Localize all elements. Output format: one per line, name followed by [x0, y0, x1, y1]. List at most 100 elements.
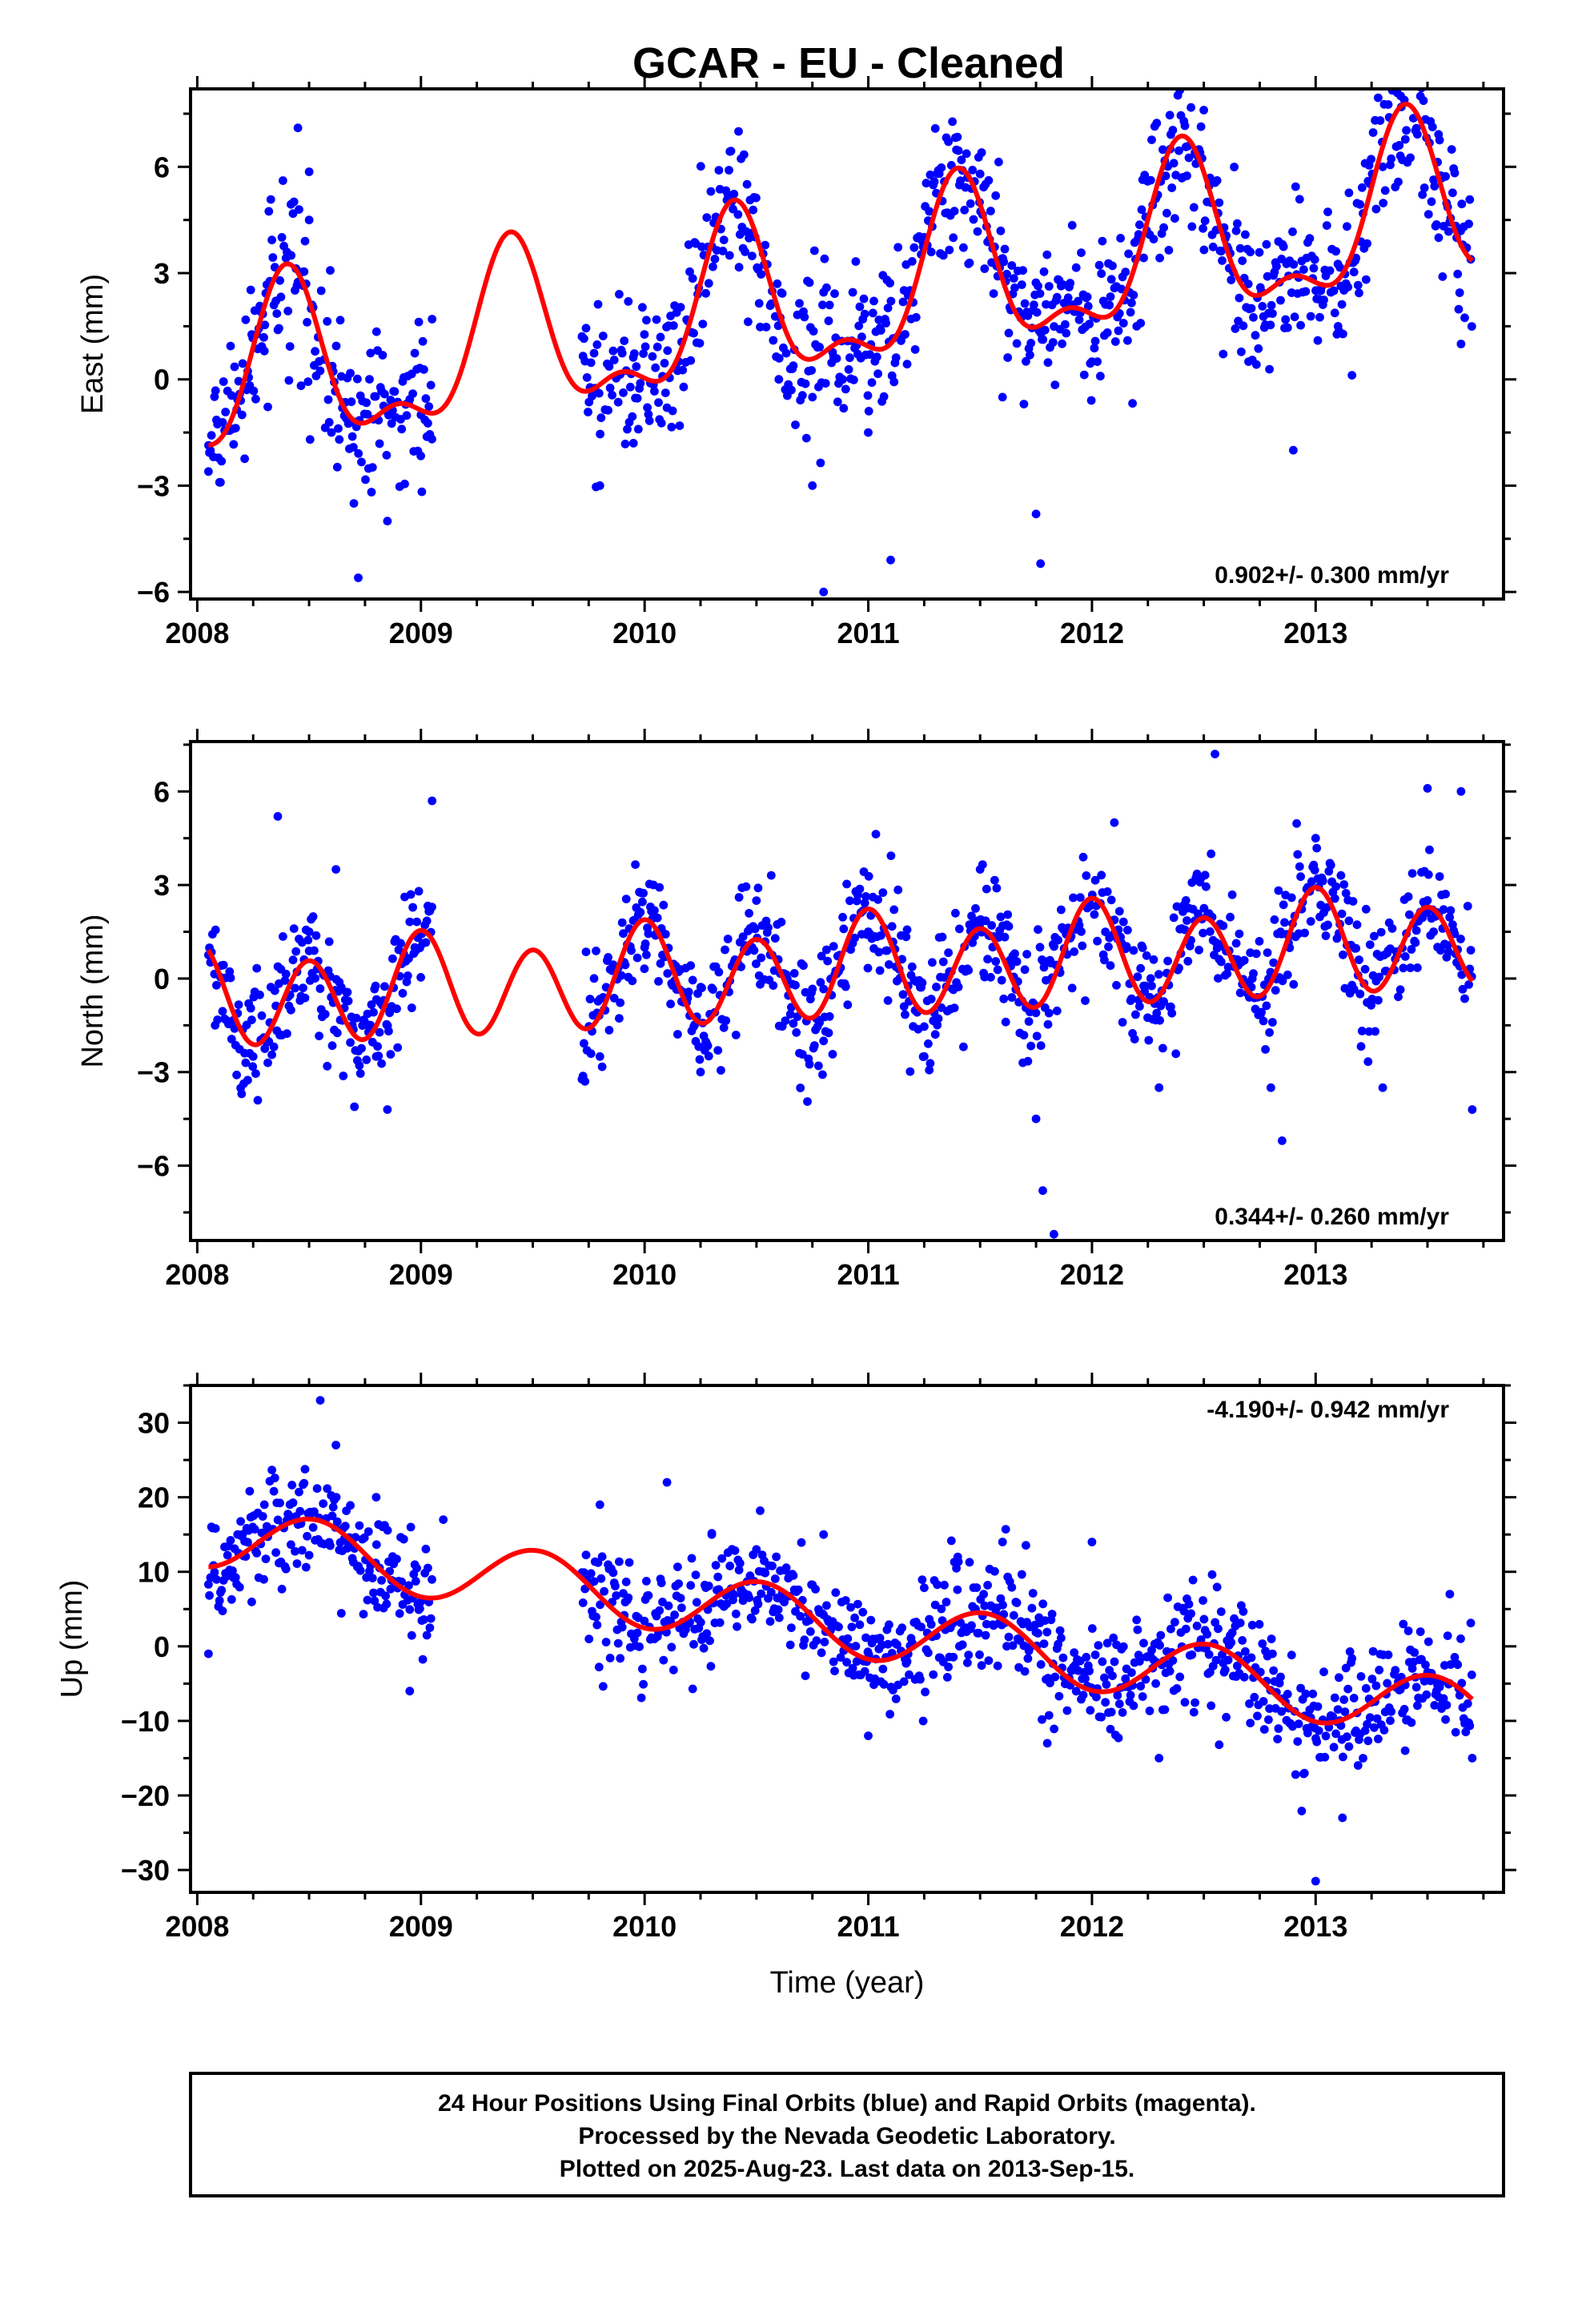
data-point: [977, 148, 986, 157]
data-point: [1251, 331, 1260, 340]
data-point: [1292, 818, 1301, 828]
data-point: [1403, 892, 1413, 902]
data-point: [1399, 1619, 1408, 1629]
data-point: [1127, 994, 1136, 1003]
data-point: [354, 573, 363, 582]
data-point: [1259, 1725, 1269, 1734]
data-point: [1181, 1624, 1191, 1634]
data-point: [399, 1534, 408, 1544]
data-point: [868, 308, 877, 318]
data-point: [1303, 1728, 1312, 1738]
data-point: [1168, 126, 1178, 135]
data-point: [930, 177, 939, 187]
data-point: [1375, 972, 1384, 982]
data-point: [975, 1650, 984, 1659]
data-point: [952, 1563, 961, 1573]
data-point: [1057, 1634, 1066, 1642]
data-point: [1144, 1035, 1154, 1045]
data-point: [1339, 1752, 1347, 1762]
data-point: [343, 987, 352, 997]
data-point: [818, 1070, 827, 1080]
data-point: [761, 323, 771, 332]
data-point: [999, 257, 1009, 267]
data-point: [1127, 1668, 1136, 1678]
data-point: [1301, 287, 1311, 296]
data-point: [986, 972, 995, 982]
data-point: [1405, 910, 1414, 919]
data-point: [983, 955, 992, 964]
data-point: [323, 395, 333, 404]
data-point: [207, 431, 216, 440]
data-point: [805, 1627, 815, 1636]
data-point: [999, 994, 1009, 1003]
data-point: [1104, 942, 1113, 951]
data-point: [1165, 1667, 1174, 1676]
data-point: [1191, 1698, 1199, 1707]
data-point: [210, 1567, 219, 1577]
data-point: [300, 236, 310, 246]
data-point: [1082, 1652, 1091, 1662]
data-point: [1035, 289, 1045, 298]
data-point: [642, 950, 651, 959]
data-point: [287, 1005, 295, 1015]
data-point: [616, 971, 626, 980]
data-point: [615, 1014, 624, 1023]
data-point: [1394, 992, 1403, 1002]
data-point: [1052, 1006, 1062, 1015]
data-point: [713, 1572, 723, 1582]
data-point: [831, 1588, 841, 1598]
data-point: [600, 1586, 608, 1596]
data-point: [386, 396, 396, 404]
data-point: [1380, 186, 1390, 195]
data-point: [1081, 996, 1090, 1005]
data-point: [219, 377, 228, 386]
data-point: [816, 978, 825, 987]
data-point: [938, 957, 948, 967]
data-point: [1118, 917, 1128, 927]
data-point: [398, 988, 408, 998]
data-point: [893, 885, 903, 895]
data-point: [998, 392, 1007, 402]
data-point: [1255, 937, 1264, 946]
data-point: [967, 911, 976, 921]
data-point: [757, 953, 766, 963]
data-point: [328, 1502, 338, 1512]
data-point: [1247, 1620, 1257, 1630]
data-point: [296, 381, 306, 391]
data-point: [702, 1629, 712, 1638]
data-point: [855, 884, 865, 894]
x-tick-label: 2011: [837, 617, 899, 649]
data-point: [1441, 1715, 1450, 1724]
data-point: [642, 316, 651, 325]
data-point: [303, 1531, 311, 1541]
data-point: [1026, 339, 1036, 348]
data-point: [1003, 353, 1013, 362]
data-point: [1227, 1638, 1236, 1647]
data-point: [1114, 907, 1124, 916]
data-point: [774, 375, 784, 384]
data-point: [1311, 834, 1320, 843]
data-point: [592, 1612, 600, 1622]
x-tick-label: 2008: [165, 1910, 229, 1943]
data-point: [875, 966, 885, 975]
data-point: [1400, 952, 1410, 961]
data-point: [1167, 183, 1177, 192]
data-point: [807, 366, 816, 375]
data-point: [627, 946, 636, 955]
data-point: [428, 903, 436, 911]
data-point: [796, 1084, 805, 1092]
data-point: [793, 1585, 803, 1594]
data-point: [1337, 300, 1347, 309]
data-point: [624, 297, 633, 306]
data-point: [1019, 1031, 1029, 1039]
data-point: [1265, 364, 1274, 374]
data-point: [275, 1498, 284, 1508]
data-point: [654, 398, 663, 408]
data-point: [872, 352, 881, 362]
data-point: [1022, 950, 1031, 959]
data-point: [293, 123, 303, 133]
data-point: [687, 1554, 697, 1563]
data-point: [1149, 235, 1158, 243]
data-point: [269, 1486, 279, 1496]
data-point: [981, 1630, 990, 1640]
